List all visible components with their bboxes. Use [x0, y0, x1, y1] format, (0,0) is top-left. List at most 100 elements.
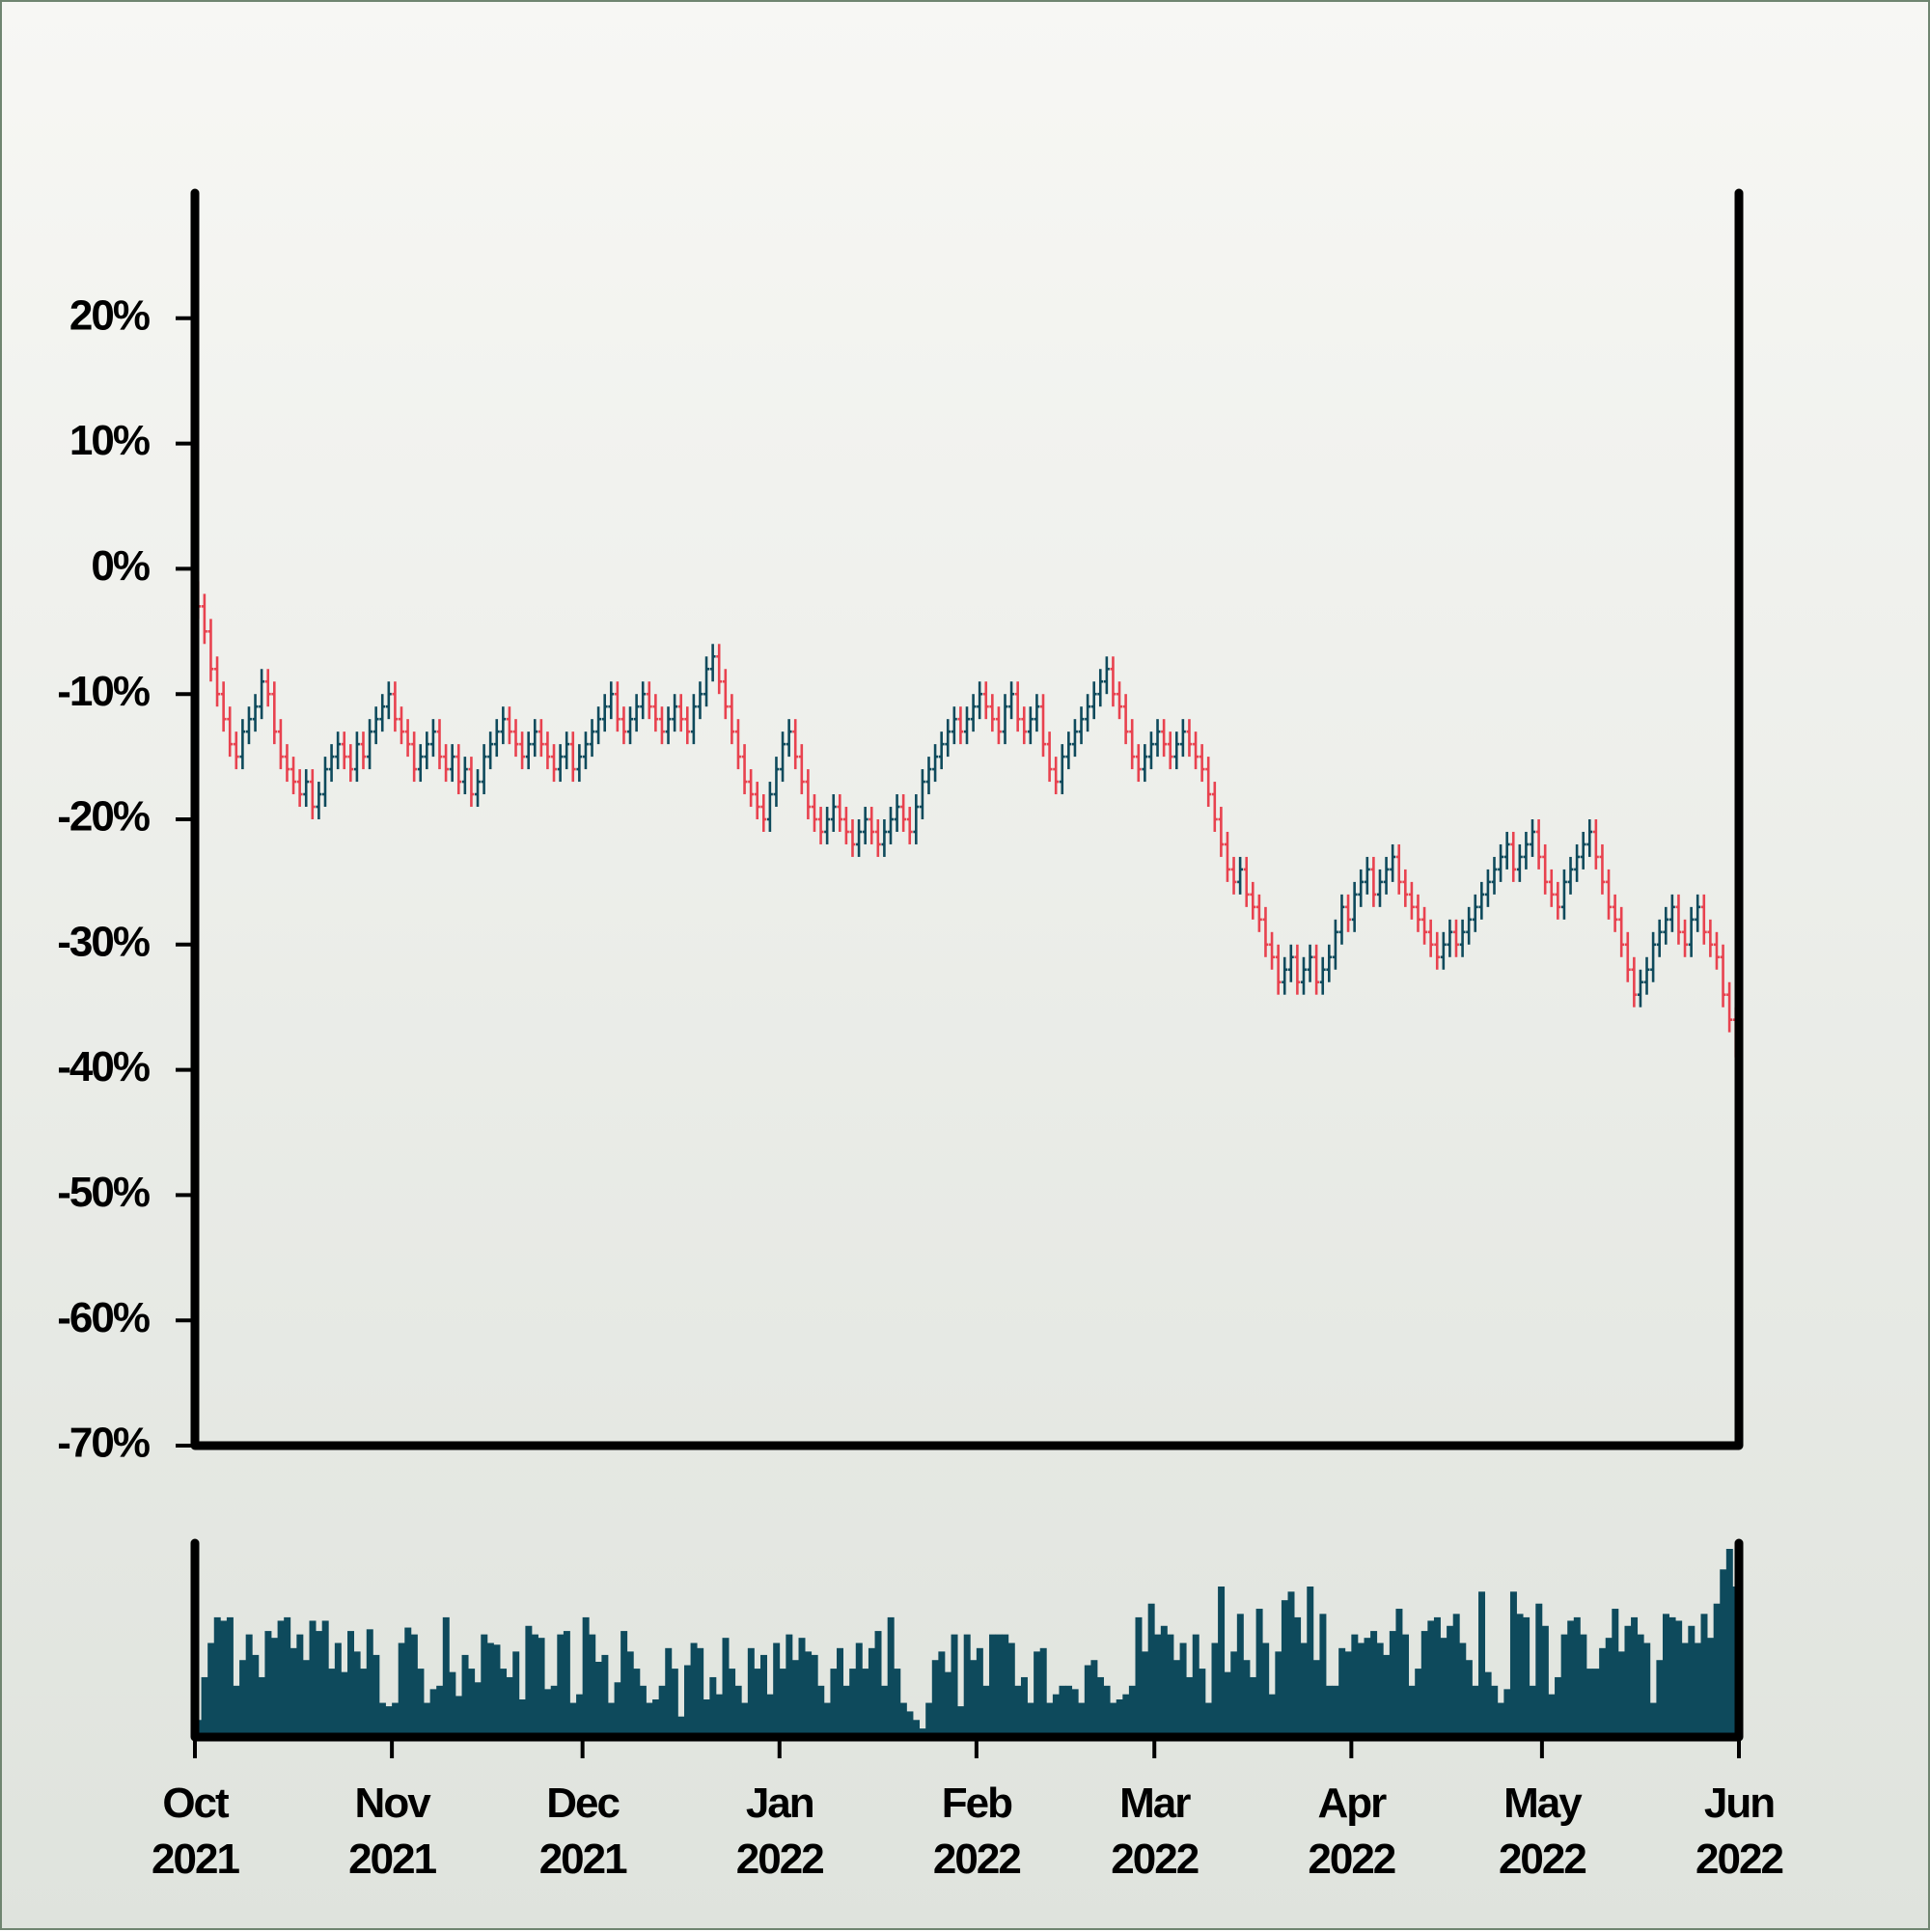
volume-bar: [1192, 1634, 1199, 1737]
volume-bar: [837, 1647, 844, 1737]
volume-bar: [913, 1720, 921, 1737]
volume-bar: [1052, 1694, 1060, 1737]
volume-bar: [1389, 1631, 1396, 1737]
volume-bar: [512, 1651, 520, 1737]
volume-bar: [1128, 1685, 1136, 1737]
volume-bar: [569, 1702, 577, 1737]
volume-bar: [1059, 1685, 1066, 1737]
volume-bar: [887, 1616, 895, 1737]
volume-bar: [461, 1654, 469, 1737]
volume-bar: [633, 1669, 641, 1737]
volume-bar: [213, 1616, 221, 1737]
volume-bar: [1147, 1603, 1155, 1737]
volume-bar: [353, 1651, 361, 1737]
volume-bar: [302, 1660, 310, 1737]
y-tick-label: -40%: [57, 1043, 150, 1090]
volume-bar: [1497, 1702, 1504, 1737]
volume-bar: [220, 1620, 228, 1737]
volume-bar: [773, 1642, 781, 1737]
volume-bar: [468, 1669, 476, 1737]
volume-bar: [1605, 1638, 1613, 1737]
volume-bar: [1560, 1634, 1568, 1737]
volume-bar: [486, 1642, 494, 1737]
volume-bar: [1573, 1616, 1581, 1737]
volume-bar: [1612, 1609, 1619, 1737]
volume-bar: [722, 1638, 730, 1737]
volume-bar: [1357, 1642, 1365, 1737]
volume-bar: [239, 1660, 247, 1737]
volume-bar: [1415, 1669, 1422, 1737]
volume-bar: [1725, 1549, 1733, 1737]
volume-bar: [849, 1669, 857, 1737]
volume-bar: [1503, 1689, 1511, 1737]
volume-bar: [1478, 1591, 1486, 1737]
volume-bar: [493, 1644, 501, 1737]
volume-bar: [1376, 1642, 1384, 1737]
volume-bar: [1688, 1625, 1696, 1737]
volume-bar: [347, 1631, 355, 1737]
volume-bar: [665, 1647, 673, 1737]
volume-bar: [614, 1682, 621, 1737]
volume-bar: [296, 1634, 304, 1737]
volume-bar: [1204, 1702, 1212, 1737]
volume-bar: [709, 1676, 717, 1737]
volume-bar: [264, 1631, 272, 1737]
volume-bar: [938, 1651, 946, 1737]
volume-bar: [944, 1671, 951, 1737]
volume-bar: [734, 1685, 742, 1737]
volume-bar: [1585, 1669, 1593, 1737]
volume-bar: [233, 1685, 240, 1737]
volume-bar: [1332, 1685, 1339, 1737]
volume-bar: [429, 1689, 437, 1737]
volume-bar: [563, 1631, 570, 1737]
volume-bar: [201, 1676, 208, 1737]
volume-bar: [360, 1669, 368, 1737]
volume-bar: [417, 1669, 425, 1737]
volume-bar: [989, 1634, 997, 1737]
volume-bar: [1224, 1671, 1231, 1737]
volume-bar: [366, 1629, 373, 1737]
volume-bar: [1103, 1685, 1111, 1737]
volume-bar: [531, 1634, 538, 1737]
volume-bar: [646, 1702, 653, 1737]
axis-frame: [190, 1538, 1744, 1742]
y-tick-label: -20%: [57, 793, 150, 841]
volume-bar: [899, 1702, 907, 1737]
volume-bar: [931, 1660, 939, 1737]
volume-bar: [1090, 1660, 1098, 1737]
volume-bar: [1408, 1685, 1416, 1737]
volume-bar: [589, 1634, 596, 1737]
volume-bar: [1707, 1638, 1715, 1737]
volume-bar: [1420, 1631, 1428, 1737]
volume-bar: [607, 1702, 615, 1737]
volume-bar: [321, 1620, 329, 1737]
volume-bar: [1364, 1638, 1371, 1737]
volume-bar: [1300, 1642, 1308, 1737]
volume-bar: [639, 1685, 647, 1737]
volume-bar: [1287, 1591, 1295, 1737]
volume-bar: [1529, 1685, 1536, 1737]
volume-bar: [1110, 1702, 1117, 1737]
volume-bar: [226, 1616, 234, 1737]
volume-bar: [1338, 1647, 1346, 1737]
volume-bar: [1096, 1676, 1104, 1737]
x-tick-label: Feb 2022: [932, 1780, 1022, 1883]
volume-bar: [1142, 1651, 1149, 1737]
volume-bar: [976, 1647, 983, 1737]
volume-bar: [1694, 1642, 1701, 1737]
volume-bar: [683, 1665, 691, 1737]
volume-bar: [1065, 1685, 1073, 1737]
volume-bar: [925, 1702, 933, 1737]
x-tick-label: Jun 2022: [1696, 1780, 1784, 1883]
volume-bar: [398, 1642, 405, 1737]
volume-bar: [1637, 1634, 1644, 1737]
volume-bar: [1281, 1600, 1288, 1737]
volume-bar: [1262, 1642, 1270, 1737]
volume-bar: [620, 1631, 628, 1737]
volume-bar: [1509, 1591, 1517, 1737]
y-tick-label: -10%: [57, 668, 150, 715]
volume-bar: [506, 1676, 513, 1737]
volume-bar: [1020, 1676, 1028, 1737]
volume-bar: [677, 1716, 685, 1737]
volume-bar: [481, 1634, 488, 1737]
